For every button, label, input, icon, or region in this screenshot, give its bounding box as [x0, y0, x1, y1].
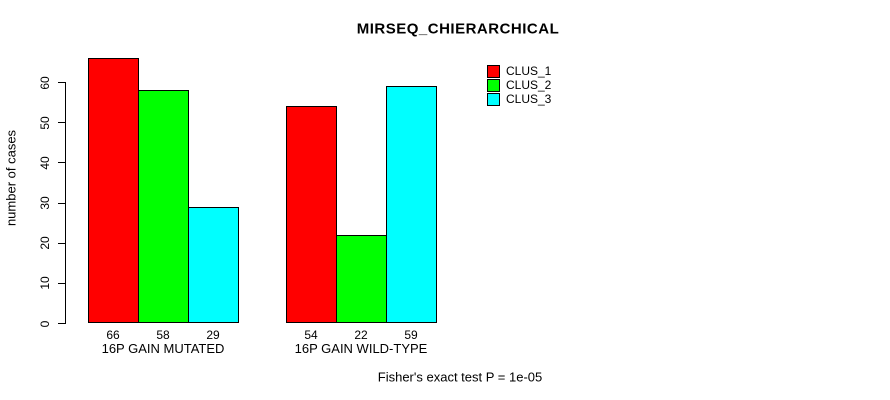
y-tick: [58, 323, 65, 324]
bar-value-label: 22: [354, 328, 368, 342]
y-tick: [58, 122, 65, 124]
legend-row-clus_3: CLUS_3: [487, 93, 551, 106]
y-axis-line: [65, 82, 66, 324]
bar-clus_2-group1: [138, 90, 189, 323]
bar-value-label: 29: [206, 328, 220, 342]
bar-value-label: 66: [106, 328, 120, 342]
legend-swatch-icon: [487, 79, 500, 92]
bar-clus_3-group1: [188, 207, 239, 323]
y-tick: [58, 242, 65, 244]
annotation-fisher-test: Fisher's exact test P = 1e-05: [377, 369, 543, 385]
legend-swatch-icon: [487, 93, 500, 106]
y-tick-label: 0: [38, 320, 52, 327]
y-tick-label: 50: [38, 115, 52, 130]
bar-value-label: 54: [304, 328, 318, 342]
category-label-group2: 16P GAIN WILD-TYPE: [294, 341, 428, 356]
chart-title: MIRSEQ_CHIERARCHICAL: [356, 20, 560, 38]
y-tick: [58, 202, 65, 204]
bar-clus_2-group2: [336, 235, 387, 323]
y-tick-label: 10: [38, 276, 52, 291]
legend-row-clus_1: CLUS_1: [487, 65, 551, 78]
legend: CLUS_1 CLUS_2 CLUS_3: [487, 65, 551, 107]
y-tick-label: 40: [38, 156, 52, 170]
legend-label: CLUS_3: [506, 92, 552, 106]
legend-label: CLUS_2: [506, 78, 552, 92]
category-label-group1: 16P GAIN MUTATED: [101, 341, 225, 356]
bar-value-label: 58: [156, 328, 170, 342]
y-tick-label: 20: [38, 236, 52, 250]
y-tick: [58, 282, 65, 284]
y-tick: [58, 162, 65, 164]
legend-label: CLUS_1: [506, 64, 552, 78]
bar-clus_3-group2: [386, 86, 437, 323]
legend-swatch-icon: [487, 65, 500, 78]
y-axis-label: number of cases: [3, 129, 19, 227]
bar-clus_1-group1: [88, 58, 139, 323]
y-tick-label: 60: [38, 75, 52, 90]
y-tick-label: 30: [38, 196, 52, 210]
bar-clus_1-group2: [286, 106, 337, 323]
bar-value-label: 59: [404, 328, 418, 342]
y-tick: [58, 82, 65, 83]
legend-row-clus_2: CLUS_2: [487, 79, 551, 92]
